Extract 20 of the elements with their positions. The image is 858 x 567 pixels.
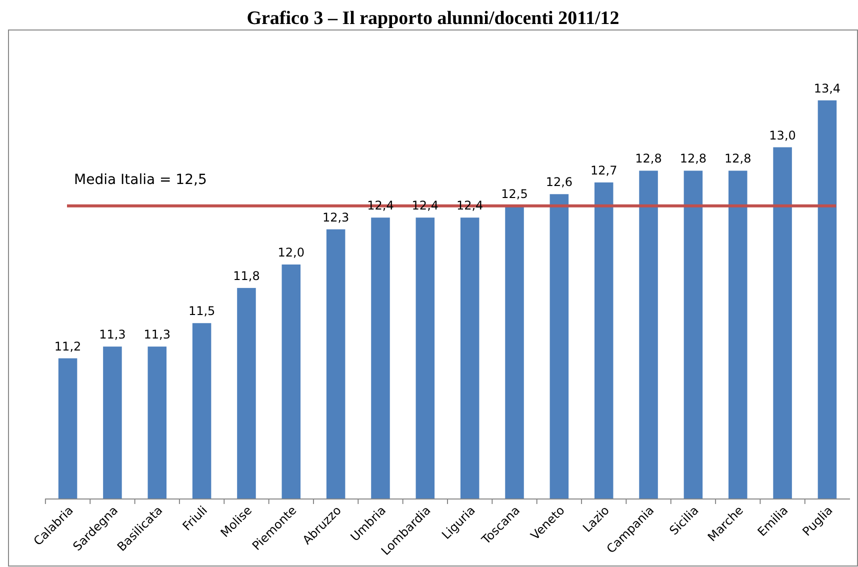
data-label: 13,4 [814,81,841,96]
data-label: 12,3 [322,210,350,224]
data-label: 11,8 [233,268,260,283]
chart-title: Grafico 3 – Il rapporto alunni/docenti 2011/12 [246,8,620,29]
data-label: 12,4 [412,198,439,213]
data-label: 12,8 [680,152,707,166]
data-label: 11,3 [99,328,126,342]
data-label: 12,0 [278,246,305,260]
data-label: 12,5 [501,186,528,201]
data-label: 12,4 [367,198,394,213]
data-label: 12,8 [635,152,662,166]
data-label: 11,2 [54,339,82,354]
data-label: 13,0 [769,128,796,142]
data-label: 11,5 [188,304,216,318]
data-label: 12,8 [724,152,752,166]
ref-line-label: Media Italia = 12,5 [74,172,207,188]
data-label: 12,4 [456,198,484,213]
data-label: 11,3 [144,328,170,342]
data-label: 12,7 [590,163,618,178]
data-label: 12,6 [546,175,573,190]
